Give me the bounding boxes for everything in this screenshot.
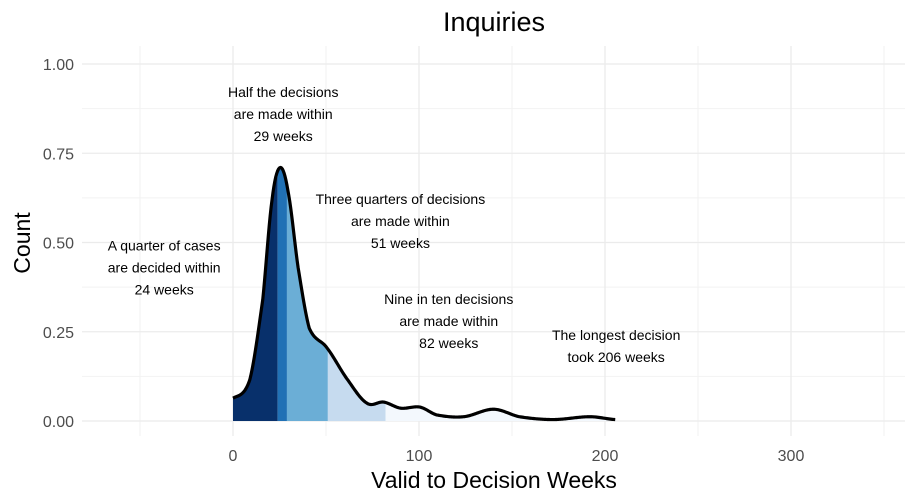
annotation-text: A quarter of cases (108, 237, 221, 253)
x-tick-label: 0 (229, 448, 238, 465)
annotation-text: Nine in ten decisions (384, 291, 513, 307)
annotation-text: 51 weeks (371, 235, 430, 251)
density-curve (232, 165, 616, 422)
y-tick-label: 0.00 (43, 414, 74, 431)
annotation-text: are made within (234, 106, 333, 122)
annotation-text: 82 weeks (419, 335, 478, 351)
annotation-text: 24 weeks (135, 281, 194, 297)
x-tick-label: 200 (592, 448, 619, 465)
annotation-text: are made within (351, 213, 450, 229)
annotations: Half the decisions are made within 29 week… (108, 84, 681, 365)
density-line (232, 165, 616, 422)
annotation-text: Half the decisions (228, 84, 339, 100)
y-tick-label: 1.00 (43, 57, 74, 74)
annotation-text: took 206 weeks (568, 349, 665, 365)
y-tick-label: 0.25 (43, 325, 74, 342)
annotation-text: are decided within (108, 259, 221, 275)
annotation-text: 29 weeks (254, 128, 313, 144)
density-band (233, 170, 278, 421)
y-tick-label: 0.50 (43, 236, 74, 253)
y-tick-label: 0.75 (43, 146, 74, 163)
y-axis-label: Count (9, 212, 35, 274)
axis-ticks: 0 100 200 300 0.00 0.25 0.50 0.75 1.00 (43, 57, 805, 465)
x-axis-label: Valid to Decision Weeks (371, 467, 617, 493)
density-band (327, 349, 386, 421)
annotation-text: Three quarters of decisions (316, 191, 486, 207)
annotation-text: The longest decision (552, 327, 680, 343)
density-band (286, 185, 328, 421)
x-tick-label: 300 (778, 448, 805, 465)
density-band (277, 167, 287, 421)
annotation-text: are made within (399, 313, 498, 329)
x-tick-label: 100 (406, 448, 433, 465)
chart-title: Inquiries (443, 7, 545, 37)
